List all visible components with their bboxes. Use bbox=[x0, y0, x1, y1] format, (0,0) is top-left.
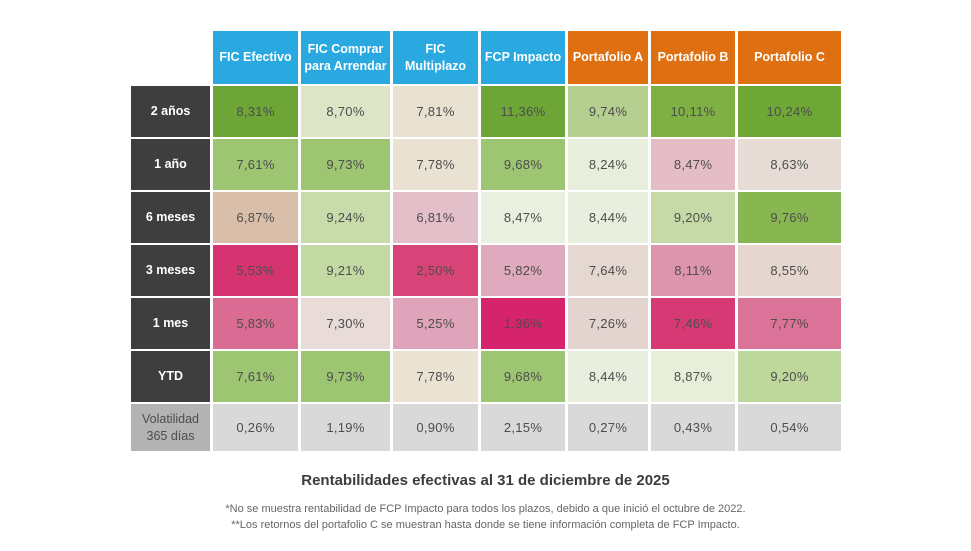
value-cell-1-ano-fic-comprar-para-arrendar: 9,73% bbox=[301, 139, 390, 190]
value-cell-volatilidad-365-dias-portafolio-b: 0,43% bbox=[651, 404, 735, 451]
column-header-fcp-impacto: FCP Impacto bbox=[481, 31, 565, 84]
value-cell-1-ano-portafolio-c: 8,63% bbox=[738, 139, 841, 190]
value-cell-volatilidad-365-dias-fcp-impacto: 2,15% bbox=[481, 404, 565, 451]
value-cell-3-meses-fic-efectivo: 5,53% bbox=[213, 245, 298, 296]
value-cell-1-mes-fcp-impacto: 1,36% bbox=[481, 298, 565, 349]
value-cell-1-mes-fic-multiplazo: 5,25% bbox=[393, 298, 478, 349]
value-cell-2-anos-fcp-impacto: 11,36% bbox=[481, 86, 565, 137]
value-cell-3-meses-fic-comprar-para-arrendar: 9,21% bbox=[301, 245, 390, 296]
value-cell-ytd-portafolio-c: 9,20% bbox=[738, 351, 841, 402]
value-cell-ytd-portafolio-a: 8,44% bbox=[568, 351, 648, 402]
value-cell-1-mes-portafolio-c: 7,77% bbox=[738, 298, 841, 349]
column-header-portafolio-b: Portafolio B bbox=[651, 31, 735, 84]
value-cell-6-meses-fic-efectivo: 6,87% bbox=[213, 192, 298, 243]
column-header-fic-efectivo: FIC Efectivo bbox=[213, 31, 298, 84]
row-header-1-ano: 1 año bbox=[131, 139, 210, 190]
value-cell-1-mes-portafolio-a: 7,26% bbox=[568, 298, 648, 349]
column-header-fic-multiplazo: FIC Multiplazo bbox=[393, 31, 478, 84]
row-header-2-anos: 2 años bbox=[131, 86, 210, 137]
value-cell-1-mes-portafolio-b: 7,46% bbox=[651, 298, 735, 349]
table-title: Rentabilidades efectivas al 31 de diciem… bbox=[301, 472, 670, 489]
value-cell-1-ano-portafolio-a: 8,24% bbox=[568, 139, 648, 190]
footnote-2: **Los retornos del portafolio C se muest… bbox=[231, 518, 740, 531]
value-cell-6-meses-fcp-impacto: 8,47% bbox=[481, 192, 565, 243]
value-cell-2-anos-portafolio-b: 10,11% bbox=[651, 86, 735, 137]
row-header-6-meses: 6 meses bbox=[131, 192, 210, 243]
value-cell-2-anos-fic-multiplazo: 7,81% bbox=[393, 86, 478, 137]
footnote-1: *No se muestra rentabilidad de FCP Impac… bbox=[225, 503, 746, 515]
value-cell-6-meses-fic-multiplazo: 6,81% bbox=[393, 192, 478, 243]
value-cell-ytd-portafolio-b: 8,87% bbox=[651, 351, 735, 402]
row-header-3-meses: 3 meses bbox=[131, 245, 210, 296]
value-cell-1-ano-fic-multiplazo: 7,78% bbox=[393, 139, 478, 190]
value-cell-3-meses-fic-multiplazo: 2,50% bbox=[393, 245, 478, 296]
row-header-ytd: YTD bbox=[131, 351, 210, 402]
column-header-portafolio-c: Portafolio C bbox=[738, 31, 841, 84]
value-cell-ytd-fcp-impacto: 9,68% bbox=[481, 351, 565, 402]
returns-table: FIC Efectivo FIC Comprar para Arrendar FIC… bbox=[131, 31, 841, 451]
value-cell-volatilidad-365-dias-fic-efectivo: 0,26% bbox=[213, 404, 298, 451]
value-cell-3-meses-fcp-impacto: 5,82% bbox=[481, 245, 565, 296]
value-cell-3-meses-portafolio-b: 8,11% bbox=[651, 245, 735, 296]
value-cell-1-ano-portafolio-b: 8,47% bbox=[651, 139, 735, 190]
value-cell-3-meses-portafolio-c: 8,55% bbox=[738, 245, 841, 296]
value-cell-6-meses-portafolio-b: 9,20% bbox=[651, 192, 735, 243]
column-header-portafolio-a: Portafolio A bbox=[568, 31, 648, 84]
value-cell-volatilidad-365-dias-fic-comprar-para-arrendar: 1,19% bbox=[301, 404, 390, 451]
value-cell-6-meses-portafolio-a: 8,44% bbox=[568, 192, 648, 243]
value-cell-6-meses-portafolio-c: 9,76% bbox=[738, 192, 841, 243]
value-cell-volatilidad-365-dias-portafolio-c: 0,54% bbox=[738, 404, 841, 451]
value-cell-2-anos-fic-efectivo: 8,31% bbox=[213, 86, 298, 137]
caption: Rentabilidades efectivas al 31 de diciem… bbox=[0, 472, 971, 534]
value-cell-1-mes-fic-efectivo: 5,83% bbox=[213, 298, 298, 349]
column-header-fic-comprar-para-arrendar: FIC Comprar para Arrendar bbox=[301, 31, 390, 84]
value-cell-3-meses-portafolio-a: 7,64% bbox=[568, 245, 648, 296]
value-cell-1-mes-fic-comprar-para-arrendar: 7,30% bbox=[301, 298, 390, 349]
value-cell-2-anos-portafolio-c: 10,24% bbox=[738, 86, 841, 137]
value-cell-ytd-fic-efectivo: 7,61% bbox=[213, 351, 298, 402]
value-cell-1-ano-fic-efectivo: 7,61% bbox=[213, 139, 298, 190]
value-cell-ytd-fic-multiplazo: 7,78% bbox=[393, 351, 478, 402]
table-corner bbox=[131, 31, 210, 84]
row-header-volatilidad-365-dias: Volatilidad 365 días bbox=[131, 404, 210, 451]
value-cell-1-ano-fcp-impacto: 9,68% bbox=[481, 139, 565, 190]
value-cell-6-meses-fic-comprar-para-arrendar: 9,24% bbox=[301, 192, 390, 243]
value-cell-ytd-fic-comprar-para-arrendar: 9,73% bbox=[301, 351, 390, 402]
value-cell-2-anos-fic-comprar-para-arrendar: 8,70% bbox=[301, 86, 390, 137]
value-cell-volatilidad-365-dias-fic-multiplazo: 0,90% bbox=[393, 404, 478, 451]
row-header-1-mes: 1 mes bbox=[131, 298, 210, 349]
footnotes: *No se muestra rentabilidad de FCP Impac… bbox=[0, 502, 971, 534]
value-cell-2-anos-portafolio-a: 9,74% bbox=[568, 86, 648, 137]
value-cell-volatilidad-365-dias-portafolio-a: 0,27% bbox=[568, 404, 648, 451]
